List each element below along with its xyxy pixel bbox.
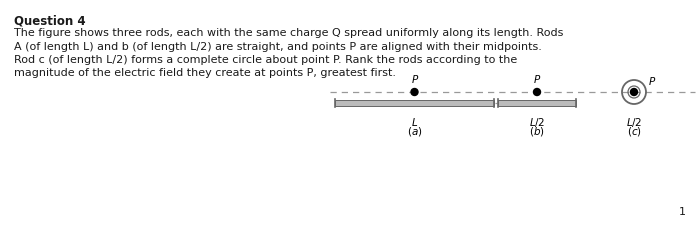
Text: The figure shows three rods, each with the same charge Q spread uniformly along : The figure shows three rods, each with t… xyxy=(14,28,564,38)
Text: $L/2$: $L/2$ xyxy=(528,116,545,129)
Text: Rod c (of length L/2) forms a complete circle about point P. Rank the rods accor: Rod c (of length L/2) forms a complete c… xyxy=(14,55,517,65)
Text: A (of length L) and b (of length L/2) are straight, and points P are aligned wit: A (of length L) and b (of length L/2) ar… xyxy=(14,41,542,52)
Text: Question 4: Question 4 xyxy=(14,15,85,28)
Text: magnitude of the electric field they create at points P, greatest first.: magnitude of the electric field they cre… xyxy=(14,68,396,79)
Text: $(a)$: $(a)$ xyxy=(407,125,422,138)
Text: $L$: $L$ xyxy=(411,116,418,128)
Text: P: P xyxy=(649,77,655,87)
Text: $(b)$: $(b)$ xyxy=(529,125,545,138)
Text: 1: 1 xyxy=(679,207,686,217)
Text: P: P xyxy=(534,75,540,85)
Text: P: P xyxy=(412,75,418,85)
Circle shape xyxy=(631,88,638,95)
Text: $L/2$: $L/2$ xyxy=(626,116,642,129)
Circle shape xyxy=(533,88,540,95)
Circle shape xyxy=(411,88,418,95)
Bar xyxy=(498,100,576,106)
Text: $(c)$: $(c)$ xyxy=(626,125,641,138)
Bar xyxy=(335,100,494,106)
